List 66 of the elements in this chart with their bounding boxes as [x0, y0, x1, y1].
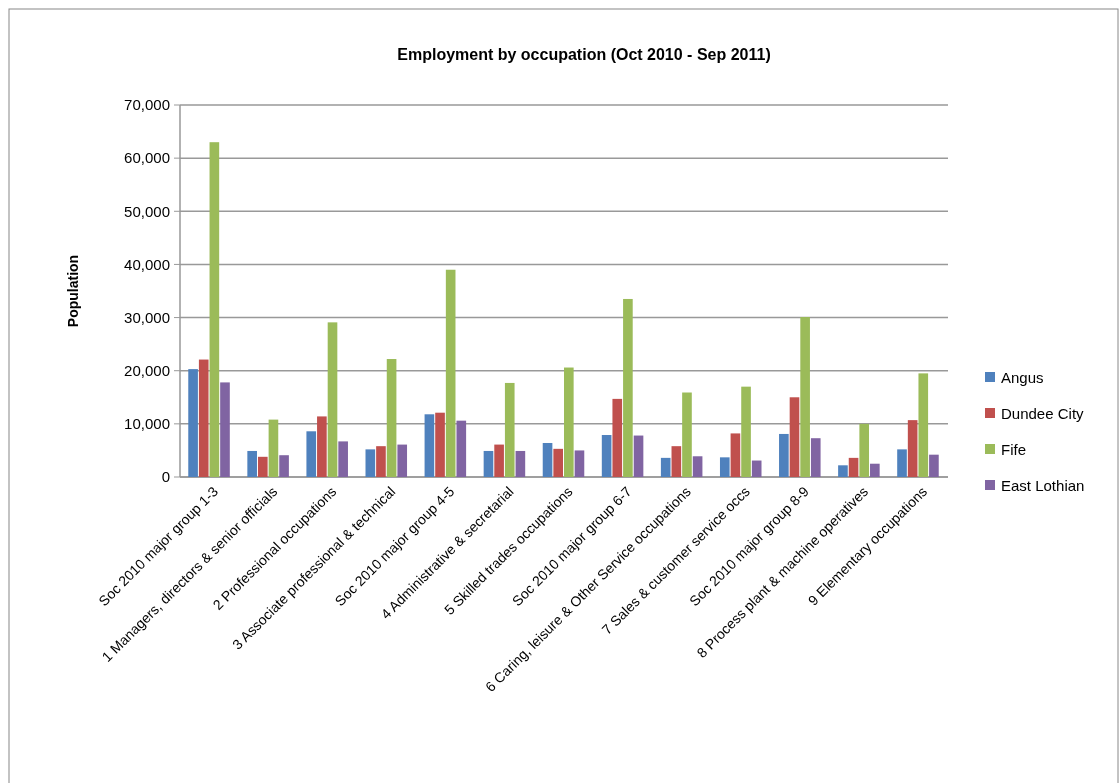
bar [247, 450, 257, 477]
bar [188, 369, 198, 477]
bar [397, 444, 408, 477]
bar [800, 317, 810, 477]
bar [719, 457, 730, 477]
bar [327, 322, 338, 477]
y-axis-title: Population [65, 254, 81, 328]
y-tick-label: 0 [161, 468, 170, 486]
bar [929, 454, 939, 477]
bar [671, 446, 682, 477]
bar [870, 463, 880, 477]
bar [564, 367, 574, 477]
bar [682, 392, 692, 477]
bar [209, 142, 220, 477]
bar [386, 359, 397, 477]
bar [483, 450, 494, 477]
bar [848, 457, 859, 477]
y-tick-label: 60,000 [124, 149, 170, 167]
bar [198, 359, 209, 477]
bar [574, 450, 585, 477]
bar [810, 438, 821, 477]
chart-title: Employment by occupation (Oct 2010 - Sep 2011) [397, 46, 771, 63]
bar [918, 373, 929, 477]
bar [306, 431, 317, 477]
bar [660, 457, 671, 477]
bar [279, 455, 289, 477]
bar [456, 420, 467, 477]
bar [317, 416, 327, 477]
bar [907, 420, 918, 477]
bar [365, 449, 376, 477]
legend-label: East Lothian [1001, 477, 1085, 495]
y-tick-label: 50,000 [124, 202, 170, 220]
bar [435, 412, 445, 477]
bar [859, 423, 870, 477]
bar [789, 397, 800, 477]
bar [445, 269, 456, 477]
y-tick-label: 20,000 [124, 361, 170, 379]
bar [542, 442, 553, 477]
bar [730, 433, 741, 477]
bar [741, 386, 751, 477]
bar [268, 419, 279, 477]
bar [623, 298, 633, 477]
bar [601, 435, 612, 477]
y-tick-label: 70,000 [124, 96, 170, 114]
bar [424, 414, 435, 477]
bar [633, 435, 644, 477]
y-tick-label: 30,000 [124, 308, 170, 326]
bar [494, 444, 504, 477]
bar [751, 460, 762, 477]
bar [515, 450, 526, 477]
y-tick-label: 40,000 [124, 255, 170, 273]
y-tick-label: 10,000 [124, 415, 170, 433]
bar [692, 456, 703, 477]
bar [220, 382, 230, 477]
bar [376, 446, 386, 477]
legend-label: Fife [1001, 441, 1027, 459]
bar [897, 449, 907, 477]
bar [553, 448, 563, 477]
bar [504, 382, 515, 477]
bar [838, 465, 848, 477]
bar [612, 398, 623, 477]
bar [779, 433, 789, 477]
legend-label: Dundee City [1001, 405, 1085, 423]
bar [257, 456, 268, 477]
bar [338, 441, 348, 477]
legend-label: Angus [1001, 369, 1044, 387]
